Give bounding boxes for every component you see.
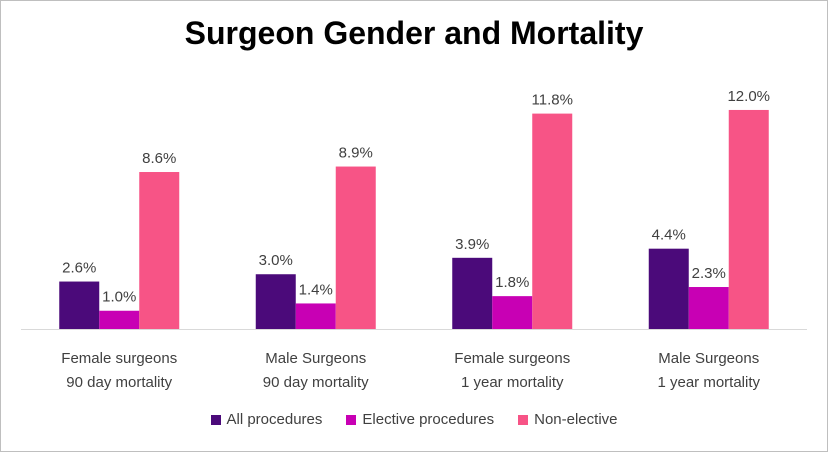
legend-label: Non-elective xyxy=(534,411,618,428)
legend-swatch xyxy=(518,414,529,425)
bar xyxy=(139,172,180,329)
data-label: 2.3% xyxy=(692,265,726,282)
data-label: 3.0% xyxy=(259,252,293,269)
bar xyxy=(648,248,689,329)
category-label: 1 year mortality xyxy=(461,374,564,391)
data-label: 3.9% xyxy=(455,236,489,253)
data-label: 1.8% xyxy=(495,274,529,291)
bar xyxy=(492,296,533,329)
bar xyxy=(99,310,140,329)
data-label: 8.6% xyxy=(142,150,176,167)
data-label: 12.0% xyxy=(727,88,770,105)
data-label: 8.9% xyxy=(339,145,373,162)
category-label: Female surgeons xyxy=(61,350,177,367)
category-label: 1 year mortality xyxy=(657,374,760,391)
bar xyxy=(452,257,493,329)
legend: All procedures Elective procedures Non-ele… xyxy=(1,411,827,428)
bar xyxy=(688,287,729,329)
category-label: 90 day mortality xyxy=(66,374,172,391)
legend-item: Elective procedures xyxy=(346,411,494,428)
bar xyxy=(295,303,336,329)
category-label: 90 day mortality xyxy=(263,374,369,391)
category-label: Female surgeons xyxy=(454,350,570,367)
bar xyxy=(532,113,573,329)
data-label: 1.0% xyxy=(102,289,136,306)
bar xyxy=(335,166,376,329)
bar xyxy=(59,281,100,329)
legend-item: All procedures xyxy=(210,411,323,428)
data-label: 1.4% xyxy=(299,281,333,298)
data-label: 4.4% xyxy=(652,227,686,244)
data-label: 2.6% xyxy=(62,260,96,277)
category-label: Male Surgeons xyxy=(658,350,759,367)
legend-label: All procedures xyxy=(226,411,323,428)
category-label: Male Surgeons xyxy=(265,350,366,367)
legend-swatch xyxy=(210,414,221,425)
chart-title: Surgeon Gender and Mortality xyxy=(184,15,644,51)
bar xyxy=(255,274,296,329)
data-label: 11.8% xyxy=(532,92,573,109)
legend-label: Elective procedures xyxy=(362,411,495,428)
bar xyxy=(728,109,769,329)
legend-swatch xyxy=(346,414,357,425)
legend-item: Non-elective xyxy=(518,411,618,428)
